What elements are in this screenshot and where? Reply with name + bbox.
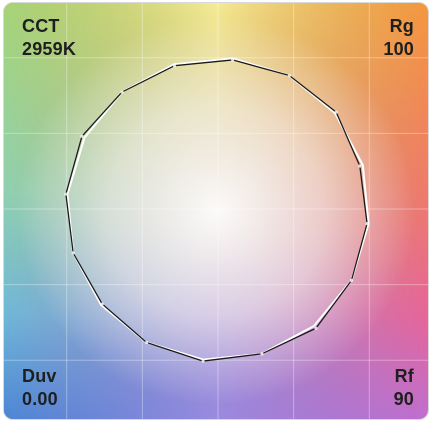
cct-label: CCT: [22, 16, 60, 36]
hue-bin-point: [334, 110, 338, 114]
hue-bin-point: [287, 73, 291, 78]
duv-value: 0.00: [22, 389, 58, 409]
hue-bin-point: [64, 192, 68, 196]
hue-bin-point: [201, 359, 205, 363]
hue-bin-point: [349, 278, 354, 282]
duv-label: Duv: [22, 366, 57, 386]
grid: [4, 3, 428, 419]
hue-bin-point: [172, 64, 177, 68]
rf-stat: Rf 90: [394, 365, 414, 411]
hue-bin-point: [358, 164, 362, 168]
hue-bin-point: [120, 90, 124, 94]
series-layer: [64, 57, 370, 363]
rf-label: Rf: [394, 366, 414, 386]
hue-bin-point: [145, 340, 149, 345]
cct-value: 2959K: [22, 39, 77, 59]
hue-bin-point: [100, 302, 104, 306]
color-vector-panel: CCT 2959K Rg 100 Duv 0.00 Rf 90: [3, 2, 429, 420]
color-vector-graphic: [4, 3, 428, 419]
hue-bin-point: [231, 58, 235, 62]
hue-bin-point: [314, 326, 318, 330]
rg-stat: Rg 100: [383, 15, 414, 61]
rf-value: 90: [393, 389, 414, 409]
hue-bin-point: [260, 352, 264, 356]
hue-bin-point: [365, 222, 369, 226]
cct-stat: CCT 2959K: [22, 15, 76, 61]
rg-value: 100: [383, 39, 414, 59]
background-center-glow: [16, 16, 416, 406]
duv-stat: Duv 0.00: [22, 365, 58, 411]
hue-bin-point: [80, 134, 84, 138]
rg-label: Rg: [389, 16, 414, 36]
hue-bin-point: [71, 251, 75, 255]
